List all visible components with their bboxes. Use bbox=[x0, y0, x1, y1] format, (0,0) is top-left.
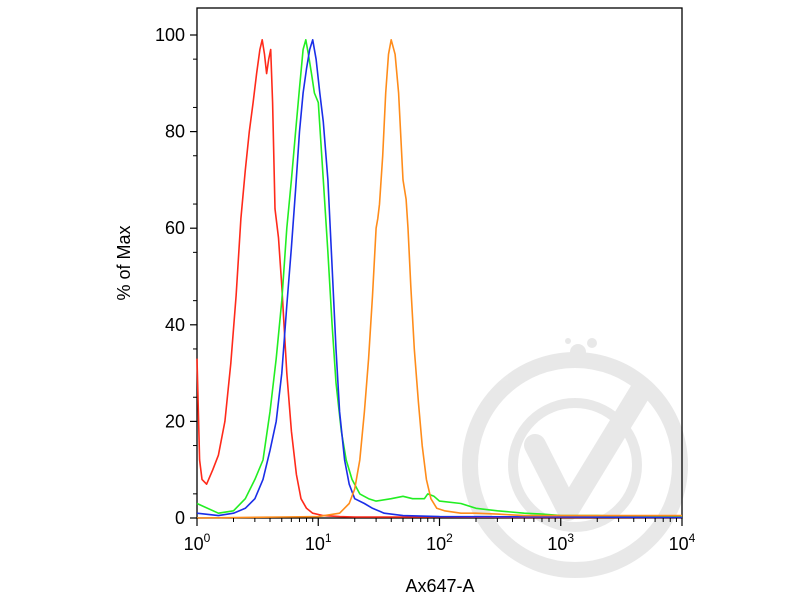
y-tick-label: 60 bbox=[165, 218, 185, 238]
y-axis-title: % of Max bbox=[114, 225, 134, 300]
watermark-logo bbox=[462, 338, 688, 578]
x-tick-label: 103 bbox=[547, 531, 574, 554]
y-tick-label: 40 bbox=[165, 315, 185, 335]
x-tick-label: 100 bbox=[184, 531, 211, 554]
y-tick-label: 100 bbox=[155, 25, 185, 45]
series-line-3 bbox=[196, 39, 683, 519]
y-tick-label: 20 bbox=[165, 411, 185, 431]
x-tick-label: 104 bbox=[669, 531, 696, 554]
series-layer bbox=[196, 39, 683, 519]
tick-layer bbox=[190, 34, 683, 526]
y-tick-labels: 0 20 40 60 80 100 bbox=[155, 25, 185, 528]
x-tick-labels: 100 101 102 103 104 bbox=[184, 531, 696, 554]
x-tick-label: 101 bbox=[305, 531, 332, 554]
series-line-2 bbox=[196, 39, 682, 518]
x-axis-title: Ax647-A bbox=[405, 576, 474, 596]
y-tick-label: 80 bbox=[165, 122, 185, 142]
x-tick-label: 102 bbox=[426, 531, 453, 554]
series-line-4 bbox=[196, 39, 682, 519]
y-tick-label: 0 bbox=[175, 508, 185, 528]
